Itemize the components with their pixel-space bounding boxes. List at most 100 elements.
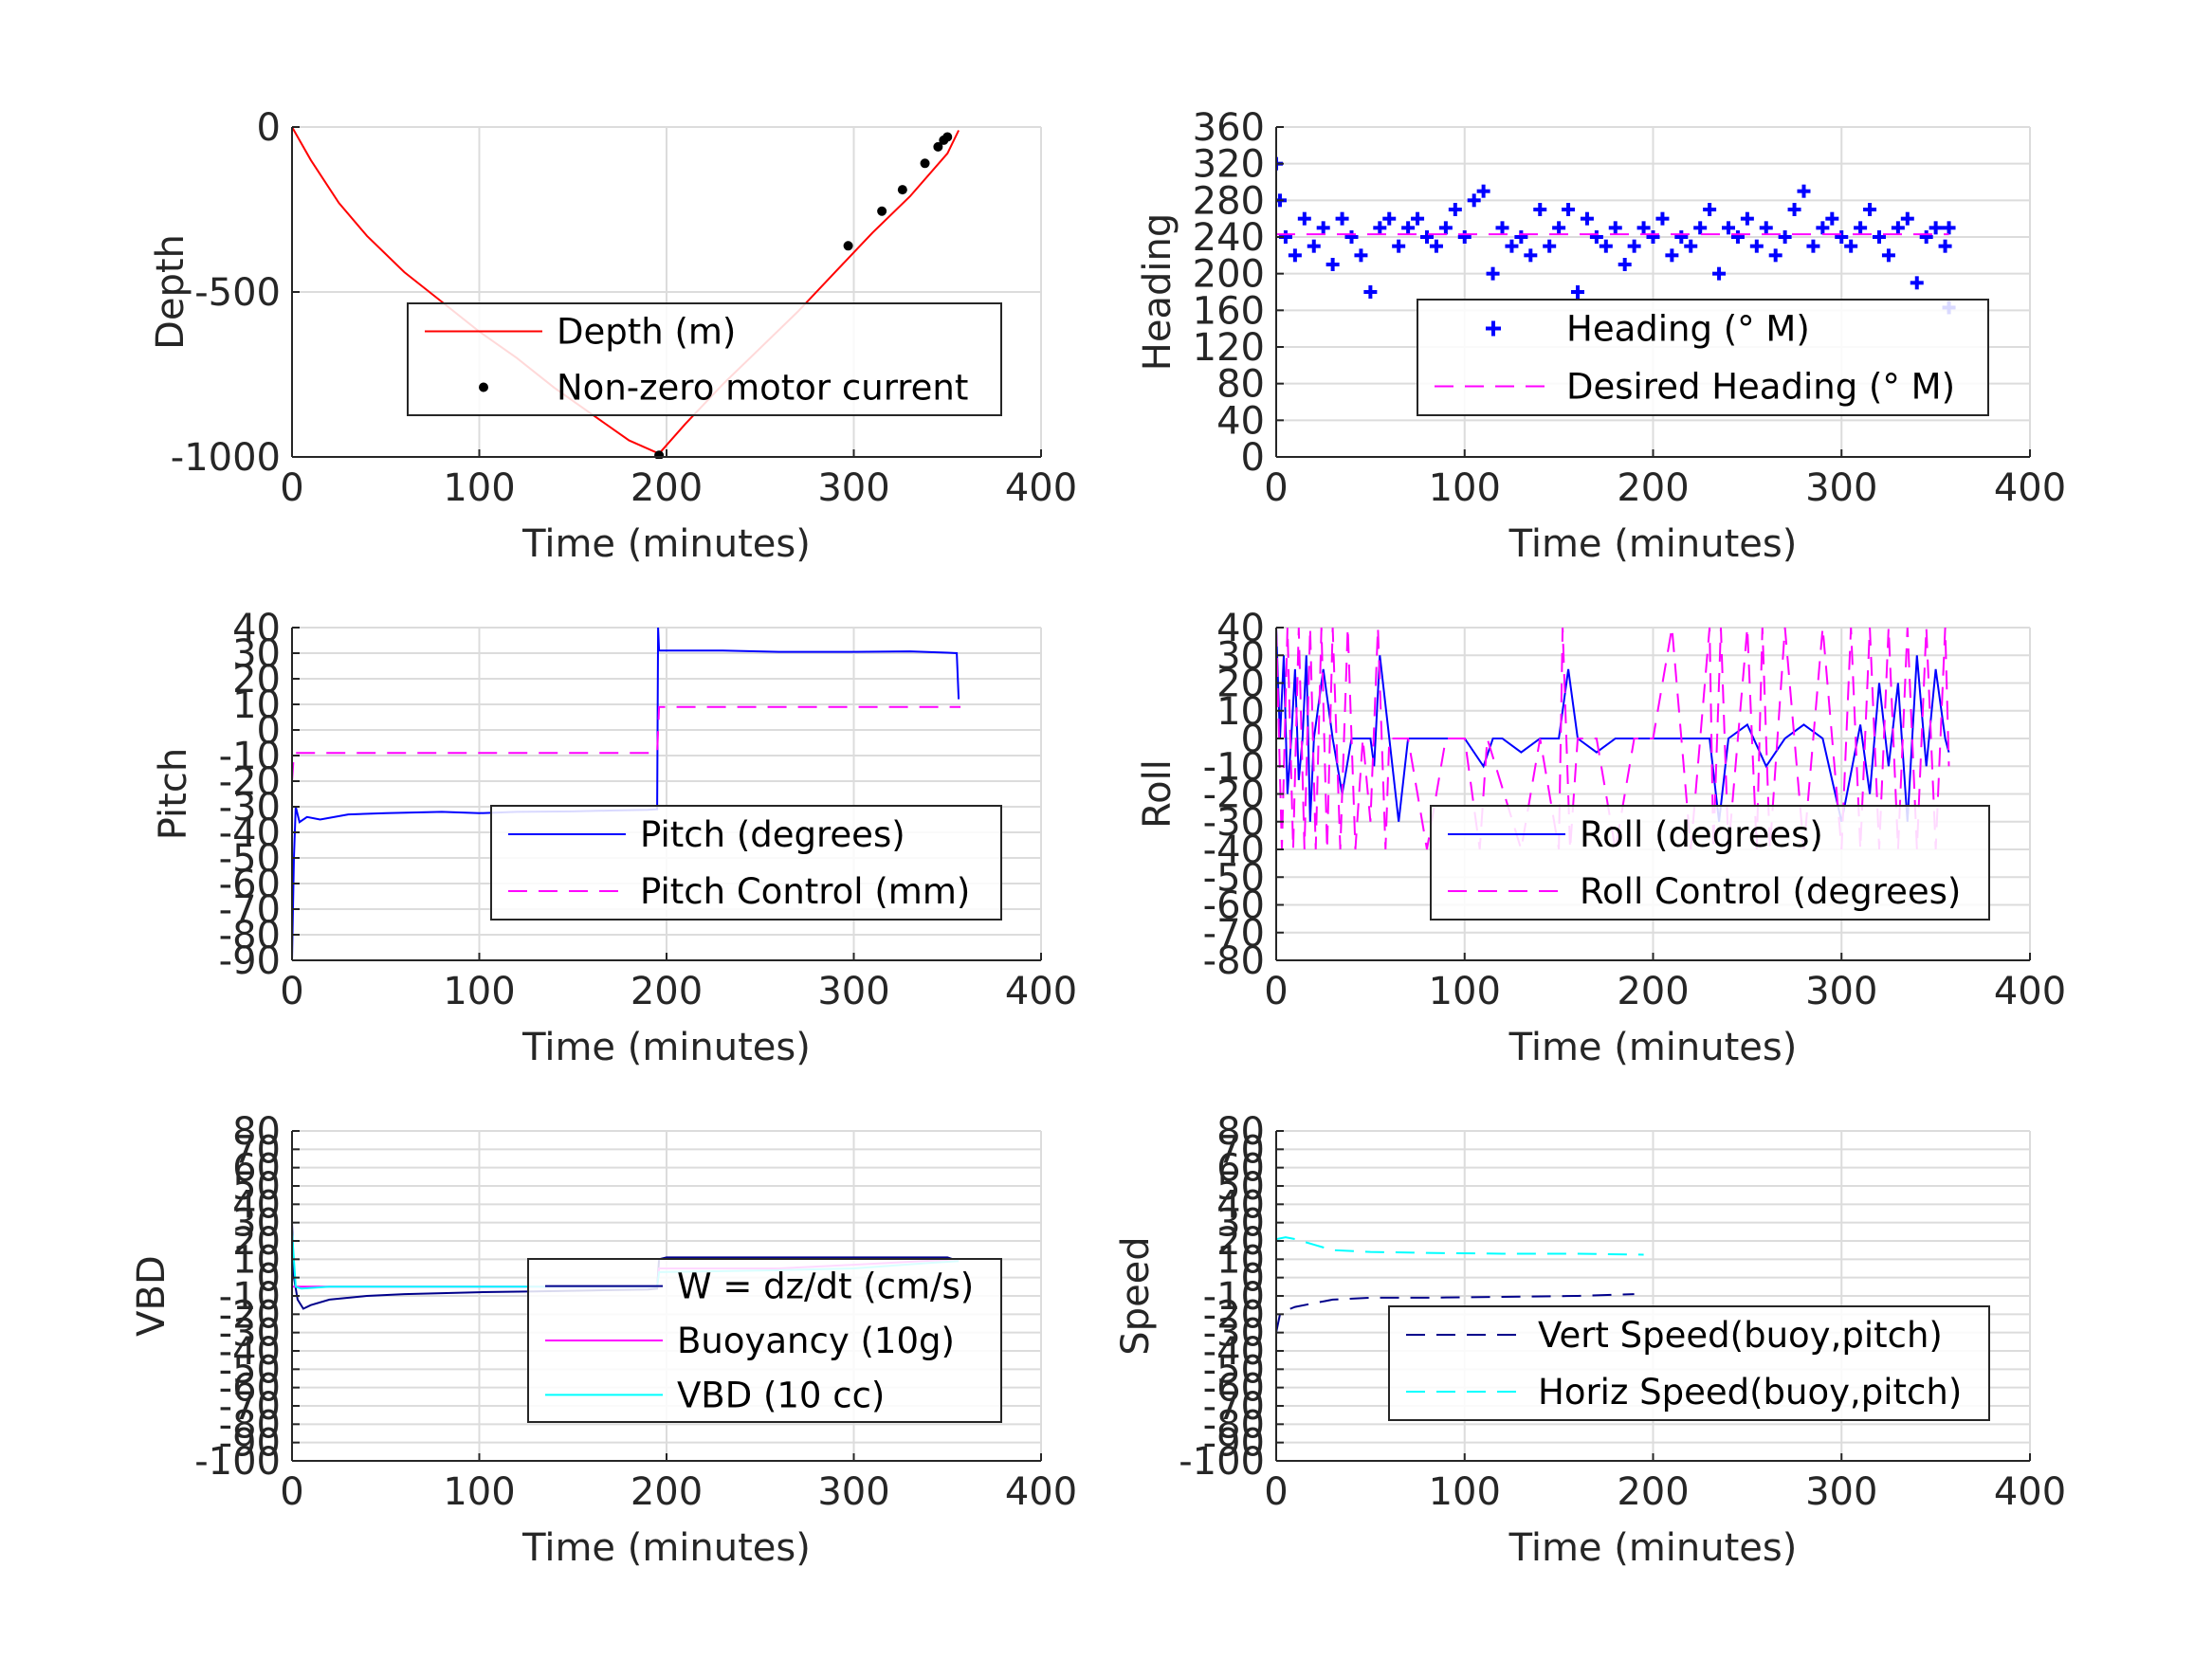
data-point <box>1797 184 1811 198</box>
data-point <box>1627 239 1641 253</box>
legend-speed: Vert Speed(buoy,pitch) Horiz Speed(buoy,p… <box>1388 1305 1990 1421</box>
y-axis-label: Pitch <box>152 748 195 840</box>
data-point <box>1429 239 1443 253</box>
y-tick-label: 10 <box>232 684 281 727</box>
x-axis-label: Time (minutes) <box>1508 522 1798 566</box>
y-tick-label: -40 <box>1203 829 1265 872</box>
y-tick-label: -20 <box>219 1293 281 1337</box>
x-tick-label: 300 <box>1805 466 1877 510</box>
y-tick-label: 40 <box>1216 607 1265 650</box>
y-tick-label: 40 <box>1216 399 1265 443</box>
x-tick-label: 0 <box>1264 466 1288 510</box>
data-point <box>1476 184 1490 198</box>
data-point <box>1486 266 1500 281</box>
y-tick-label: -80 <box>1203 939 1265 983</box>
data-point <box>1589 230 1603 244</box>
data-point <box>1307 239 1321 253</box>
data-point <box>1599 239 1613 253</box>
x-tick-label: 0 <box>280 466 303 510</box>
data-point <box>1863 203 1877 216</box>
data-point <box>1467 193 1481 208</box>
y-tick-label: 280 <box>1193 179 1265 223</box>
y-tick-label: 200 <box>1193 253 1265 297</box>
x-tick-label: 100 <box>443 970 515 1013</box>
x-tick-label: 400 <box>1005 970 1077 1013</box>
data-point <box>1665 248 1679 263</box>
y-tick-label: -70 <box>1203 912 1265 956</box>
data-point <box>1316 221 1330 235</box>
y-tick-label: -20 <box>1203 1293 1265 1337</box>
legend-vbd: W = dz/dt (cm/s) Buoyancy (10g) VBD (10 cc… <box>527 1258 1002 1423</box>
y-tick-label: 30 <box>1216 634 1265 678</box>
data-point <box>1411 211 1425 226</box>
y-tick-label: 30 <box>232 632 281 676</box>
x-tick-label: 100 <box>1429 970 1501 1013</box>
y-tick-label: -10 <box>219 1275 281 1319</box>
legend-box <box>490 805 1002 921</box>
x-axis-label: Time (minutes) <box>521 1526 811 1570</box>
data-point <box>1505 239 1519 253</box>
y-tick-label: -10 <box>1203 745 1265 789</box>
x-tick-label: 200 <box>631 466 703 510</box>
y-tick-label: -20 <box>1203 774 1265 817</box>
x-tick-label: 100 <box>443 466 515 510</box>
y-tick-label: 70 <box>1216 1128 1265 1172</box>
x-tick-label: 0 <box>280 1470 303 1514</box>
x-tick-label: 400 <box>1994 1470 2066 1514</box>
x-tick-label: 200 <box>1617 970 1689 1013</box>
data-point <box>1730 230 1745 244</box>
data-point <box>897 185 907 195</box>
y-tick-label: 20 <box>1216 1220 1265 1264</box>
chart-roll: 0 100 200 300 400-80-70-60-50-40-30-20-10010… <box>1136 607 2066 1069</box>
data-point <box>1844 239 1858 253</box>
y-tick-label: 20 <box>232 658 281 702</box>
x-tick-label: 100 <box>1429 466 1501 510</box>
y-tick-label: -60 <box>1203 1367 1265 1411</box>
y-tick-label: -50 <box>219 837 281 881</box>
data-point <box>843 241 853 251</box>
data-point <box>1543 239 1557 253</box>
y-tick-label: 50 <box>232 1165 281 1209</box>
y-tick-label: -40 <box>219 811 281 855</box>
y-tick-label: -30 <box>219 786 281 830</box>
y-tick-label: 0 <box>1241 436 1265 480</box>
data-point <box>933 141 943 152</box>
y-tick-label: -20 <box>219 760 281 804</box>
y-axis-label: Speed <box>1114 1236 1158 1355</box>
series-group <box>292 126 960 459</box>
data-point <box>654 450 665 459</box>
legend-label: Pitch Control (mm) <box>640 871 970 912</box>
y-tick-label: -100 <box>194 1440 281 1484</box>
y-tick-label: -60 <box>219 863 281 906</box>
data-point <box>1712 266 1727 281</box>
y-tick-label: 10 <box>1216 690 1265 734</box>
legend-depth: Depth (m) Non-zero motor current <box>407 302 1002 416</box>
chart-heading: 0 100 200 300 40004080120160200240280320360T… <box>1136 106 2066 566</box>
y-tick-label: 30 <box>1216 1202 1265 1246</box>
y-tick-label: -30 <box>1203 1312 1265 1356</box>
data-point <box>1768 248 1782 263</box>
data-point <box>1900 211 1914 226</box>
data-point <box>1910 276 1924 290</box>
data-point <box>1524 248 1538 263</box>
x-tick-label: 0 <box>1264 970 1288 1013</box>
data-point <box>1891 221 1905 235</box>
data-point <box>1448 203 1462 216</box>
data-point <box>1722 221 1735 235</box>
series-line-pitch-1 <box>292 705 961 782</box>
x-tick-label: 200 <box>631 1470 703 1514</box>
legend-label: W = dz/dt (cm/s) <box>677 1267 974 1307</box>
data-point <box>1580 211 1594 226</box>
legend-heading: Heading (° M) Desired Heading (° M) <box>1417 299 1989 416</box>
legend-pitch: Pitch (degrees) Pitch Control (mm) <box>490 805 1002 921</box>
y-tick-label: -50 <box>1203 1348 1265 1392</box>
data-point <box>1703 203 1717 216</box>
y-tick-label: 80 <box>232 1110 281 1154</box>
y-tick-label: 0 <box>257 106 281 150</box>
data-point <box>1835 230 1849 244</box>
data-point <box>1382 211 1397 226</box>
y-tick-label: -80 <box>219 914 281 957</box>
y-tick-label: -60 <box>219 1367 281 1411</box>
data-point <box>1693 221 1708 235</box>
